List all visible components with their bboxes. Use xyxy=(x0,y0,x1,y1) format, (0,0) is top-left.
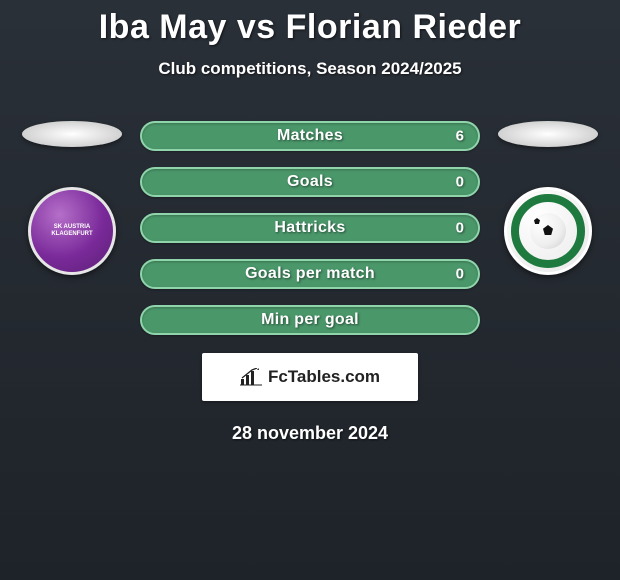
stat-row-goals: Goals 0 xyxy=(140,167,480,197)
stat-row-hattricks: Hattricks 0 xyxy=(140,213,480,243)
stat-right-value: 6 xyxy=(456,128,464,145)
club-badge-right-ring xyxy=(511,194,585,268)
stat-row-goals-per-match: Goals per match 0 xyxy=(140,259,480,289)
stat-row-min-per-goal: Min per goal xyxy=(140,305,480,335)
branding-text: FcTables.com xyxy=(268,367,380,387)
branding-box: FcTables.com xyxy=(202,353,418,401)
stat-right-value: 0 xyxy=(456,174,464,191)
player-avatar-placeholder-right xyxy=(498,121,598,147)
player-avatar-placeholder-left xyxy=(22,121,122,147)
stat-label: Goals per match xyxy=(245,265,375,283)
stat-right-value: 0 xyxy=(456,266,464,283)
bar-chart-icon xyxy=(240,368,262,386)
stat-label: Hattricks xyxy=(274,219,345,237)
footer-date: 28 november 2024 xyxy=(0,423,620,444)
club-badge-left-text: SK AUSTRIA KLAGENFURT xyxy=(31,224,113,237)
stat-row-matches: Matches 6 xyxy=(140,121,480,151)
page-title: Iba May vs Florian Rieder xyxy=(0,8,620,47)
infographic-container: Iba May vs Florian Rieder Club competiti… xyxy=(0,0,620,444)
stats-column: Matches 6 Goals 0 Hattricks 0 Goals per … xyxy=(140,121,480,335)
soccer-ball-icon xyxy=(530,213,566,249)
club-badge-right xyxy=(504,187,592,275)
stat-label: Matches xyxy=(277,127,343,145)
page-subtitle: Club competitions, Season 2024/2025 xyxy=(0,59,620,79)
club-badge-left: SK AUSTRIA KLAGENFURT xyxy=(28,187,116,275)
right-player-column xyxy=(498,121,598,275)
main-row: SK AUSTRIA KLAGENFURT Matches 6 Goals 0 … xyxy=(0,121,620,335)
stat-label: Min per goal xyxy=(261,311,359,329)
left-player-column: SK AUSTRIA KLAGENFURT xyxy=(22,121,122,275)
stat-right-value: 0 xyxy=(456,220,464,237)
stat-label: Goals xyxy=(287,173,333,191)
